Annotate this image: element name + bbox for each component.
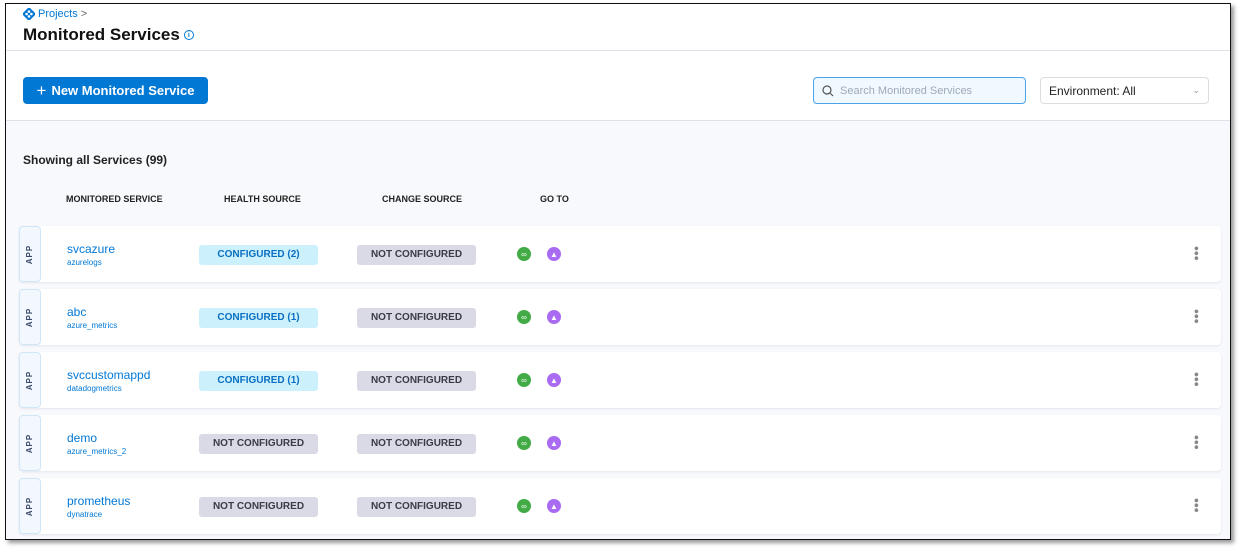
change-source-badge[interactable]: NOT CONFIGURED (357, 433, 476, 454)
more-options-icon[interactable]: ••• (1189, 498, 1205, 513)
more-options-icon[interactable]: ••• (1189, 372, 1205, 387)
project-logo-icon (23, 8, 35, 20)
service-environment: datadogmetrics (67, 383, 122, 393)
table-row[interactable]: APP svcazure azurelogs CONFIGURED (2) NOT… (19, 226, 1221, 282)
app-tag: APP (19, 352, 41, 408)
breadcrumb-projects[interactable]: Projects (38, 8, 78, 20)
table-row[interactable]: APP abc azure_metrics CONFIGURED (1) NOT … (19, 289, 1221, 345)
change-source-badge[interactable]: NOT CONFIGURED (357, 307, 476, 328)
app-tag-label: APP (25, 496, 35, 516)
search-placeholder: Search Monitored Services (840, 84, 973, 97)
services-list: Showing all Services (99) MONITORED SERV… (6, 121, 1230, 539)
page-header: Projects > Monitored Services i (6, 4, 1230, 51)
table-header: MONITORED SERVICE HEALTH SOURCE CHANGE S… (19, 194, 1221, 226)
health-source-badge[interactable]: CONFIGURED (1) (199, 370, 318, 391)
more-options-icon[interactable]: ••• (1189, 435, 1205, 450)
table-row[interactable]: APP prometheus dynatrace NOT CONFIGURED N… (19, 478, 1221, 534)
column-header: MONITORED SERVICE (66, 194, 163, 204)
change-source-badge[interactable]: NOT CONFIGURED (357, 244, 476, 265)
service-reliability-icon[interactable]: ∞ (517, 499, 531, 513)
service-reliability-icon[interactable]: ∞ (517, 373, 531, 387)
toolbar: + New Monitored Service Search Monitored … (6, 51, 1230, 121)
search-input[interactable]: Search Monitored Services (813, 77, 1026, 104)
chevron-right-icon: > (80, 8, 88, 20)
plus-icon: + (36, 80, 47, 100)
service-environment: azurelogs (67, 257, 102, 267)
column-header: CHANGE SOURCE (382, 194, 463, 204)
app-tag-label: APP (25, 433, 35, 453)
page-title: Monitored Services (23, 25, 180, 44)
services-count: Showing all Services (99) (23, 153, 168, 167)
info-icon[interactable]: i (183, 30, 194, 40)
service-name-link[interactable]: svcazure (67, 241, 116, 256)
service-name-link[interactable]: svccustomappd (67, 367, 151, 382)
change-intelligence-icon[interactable]: ▲ (547, 247, 561, 261)
app-tag: APP (19, 226, 41, 282)
new-monitored-service-button[interactable]: + New Monitored Service (23, 77, 208, 104)
change-intelligence-icon[interactable]: ▲ (547, 436, 561, 450)
environment-value: Environment: All (1049, 83, 1136, 98)
app-tag: APP (19, 478, 41, 534)
service-environment: azure_metrics_2 (67, 446, 127, 456)
app-tag-label: APP (25, 307, 35, 327)
health-source-badge[interactable]: CONFIGURED (2) (199, 244, 318, 265)
app-tag-label: APP (25, 244, 35, 264)
change-intelligence-icon[interactable]: ▲ (547, 373, 561, 387)
column-header: GO TO (540, 194, 569, 204)
service-name-link[interactable]: prometheus (67, 493, 131, 508)
service-environment: dynatrace (67, 509, 103, 519)
page-frame: Projects > Monitored Services i + New Moni… (5, 3, 1231, 540)
chevron-down-icon: ⌄ (1192, 85, 1200, 95)
table-row[interactable]: APP svccustomappd datadogmetrics CONFIGUR… (19, 352, 1221, 408)
service-name-link[interactable]: abc (67, 304, 87, 319)
service-name-link[interactable]: demo (67, 430, 98, 445)
table-row[interactable]: APP demo azure_metrics_2 NOT CONFIGURED N… (19, 415, 1221, 471)
search-icon (822, 84, 834, 96)
health-source-badge[interactable]: CONFIGURED (1) (199, 307, 318, 328)
app-tag: APP (19, 289, 41, 345)
change-intelligence-icon[interactable]: ▲ (547, 310, 561, 324)
column-header: HEALTH SOURCE (224, 194, 301, 204)
more-options-icon[interactable]: ••• (1189, 309, 1205, 324)
health-source-badge[interactable]: NOT CONFIGURED (199, 496, 318, 517)
change-source-badge[interactable]: NOT CONFIGURED (357, 370, 476, 391)
service-reliability-icon[interactable]: ∞ (517, 310, 531, 324)
service-reliability-icon[interactable]: ∞ (517, 247, 531, 261)
service-environment: azure_metrics (67, 320, 118, 330)
new-button-label: New Monitored Service (51, 83, 195, 98)
app-tag-label: APP (25, 370, 35, 390)
more-options-icon[interactable]: ••• (1189, 246, 1205, 261)
environment-select[interactable]: Environment: All ⌄ (1040, 77, 1209, 104)
change-source-badge[interactable]: NOT CONFIGURED (357, 496, 476, 517)
change-intelligence-icon[interactable]: ▲ (547, 499, 561, 513)
health-source-badge[interactable]: NOT CONFIGURED (199, 433, 318, 454)
app-tag: APP (19, 415, 41, 471)
service-reliability-icon[interactable]: ∞ (517, 436, 531, 450)
breadcrumb: Projects > (23, 4, 1230, 20)
